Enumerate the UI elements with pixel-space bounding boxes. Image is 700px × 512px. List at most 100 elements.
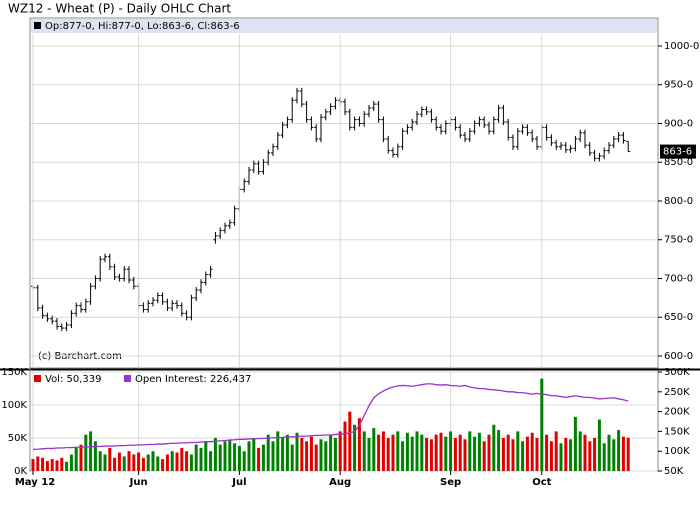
volume-bar [319,439,323,471]
volume-bar [458,434,462,471]
y-tick-label: 700-0 [664,273,693,284]
volume-bar [180,447,184,471]
volume-bar [362,431,366,471]
volume-bar [621,436,625,471]
volume-bar [588,441,592,471]
volume-bar [199,447,203,471]
volume-bar [60,457,64,471]
y2-tick-label: 250K [664,387,690,398]
volume-bar [36,456,40,471]
volume-bar [65,461,69,471]
x-tick-label: Sep [440,477,461,488]
volume-bar [209,451,213,471]
y-tick-label: 0K [14,466,27,477]
volume-bar [266,434,270,471]
volume-bar [50,459,54,471]
volume-bar [93,441,97,471]
volume-bar [449,431,453,471]
volume-bar [559,443,563,471]
volume-bar [108,447,112,471]
volume-bar [103,454,107,471]
volume-bar [285,434,289,471]
y2-tick-label: 50K [664,466,684,477]
volume-bar [74,447,78,471]
volume-bar [377,434,381,471]
volume-bar [444,436,448,471]
volume-bar [175,452,179,471]
volume-bar [578,431,582,471]
last-price-label: 863-6 [663,147,692,158]
volume-bar [487,434,491,471]
volume-bar [98,451,102,471]
oi-line [33,383,629,450]
last-price-box [660,144,696,159]
volume-bar [146,454,150,471]
volume-bar [453,438,457,471]
y2-tick-label: 300K [664,367,690,378]
volume-bar [525,436,529,471]
volume-bar [381,431,385,471]
volume-bar [305,441,309,471]
volume-bar [473,436,477,471]
volume-bar [506,434,510,471]
volume-bar [165,454,169,471]
volume-bar [333,438,337,471]
volume-bar [583,434,587,471]
volume-bar [511,439,515,471]
volume-bar [497,430,501,471]
volume-bar [554,431,558,471]
volume-bar [84,434,88,471]
volume-bar [463,439,467,471]
volume-bar [372,428,376,471]
volume-bar [314,444,318,471]
volume-bar [593,438,597,471]
volume-bar [223,441,227,471]
volume-bar [338,431,342,471]
volume-bar [602,443,606,471]
volume-bar [122,456,126,471]
volume-bar [117,452,121,471]
volume-bar [228,439,232,471]
volume-bar [516,431,520,471]
price-panel [29,17,659,369]
x-tick-label: Jun [129,477,148,488]
volume-bar [79,444,83,471]
x-tick-label: Jul [231,477,246,488]
volume-bar [501,438,505,471]
volume-bar [396,431,400,471]
legend-label: Vol: 50,339 [45,374,102,385]
volume-bar [391,434,395,471]
volume-bar [530,432,534,471]
volume-bar [492,424,496,471]
volume-bar [626,437,630,471]
volume-bar [295,432,299,471]
volume-bar [420,434,424,471]
volume-bar [535,438,539,471]
volume-bar [309,436,313,471]
volume-bar [410,436,414,471]
volume-bar [189,454,193,471]
x-tick-label: May 12 [15,477,55,488]
volume-bar [353,424,357,471]
y2-tick-label: 150K [664,426,690,437]
legend-swatch [34,375,41,382]
volume-bar [607,434,611,471]
volume-bar [218,444,222,471]
volume-bar [405,432,409,471]
y-tick-label: 150K [1,367,27,378]
volume-bar [247,441,251,471]
y2-tick-label: 200K [664,407,690,418]
volume-bar [156,456,160,471]
volume-bar [612,439,616,471]
volume-bar [429,439,433,471]
volume-bar [521,441,525,471]
volume-bar [281,438,285,471]
volume-bar [468,431,472,471]
volume-bar [549,441,553,471]
volume-bar [31,459,35,471]
volume-bar [329,434,333,471]
volume-bar [617,430,621,471]
y-tick-label: 800-0 [664,196,693,207]
volume-bar [545,434,549,471]
